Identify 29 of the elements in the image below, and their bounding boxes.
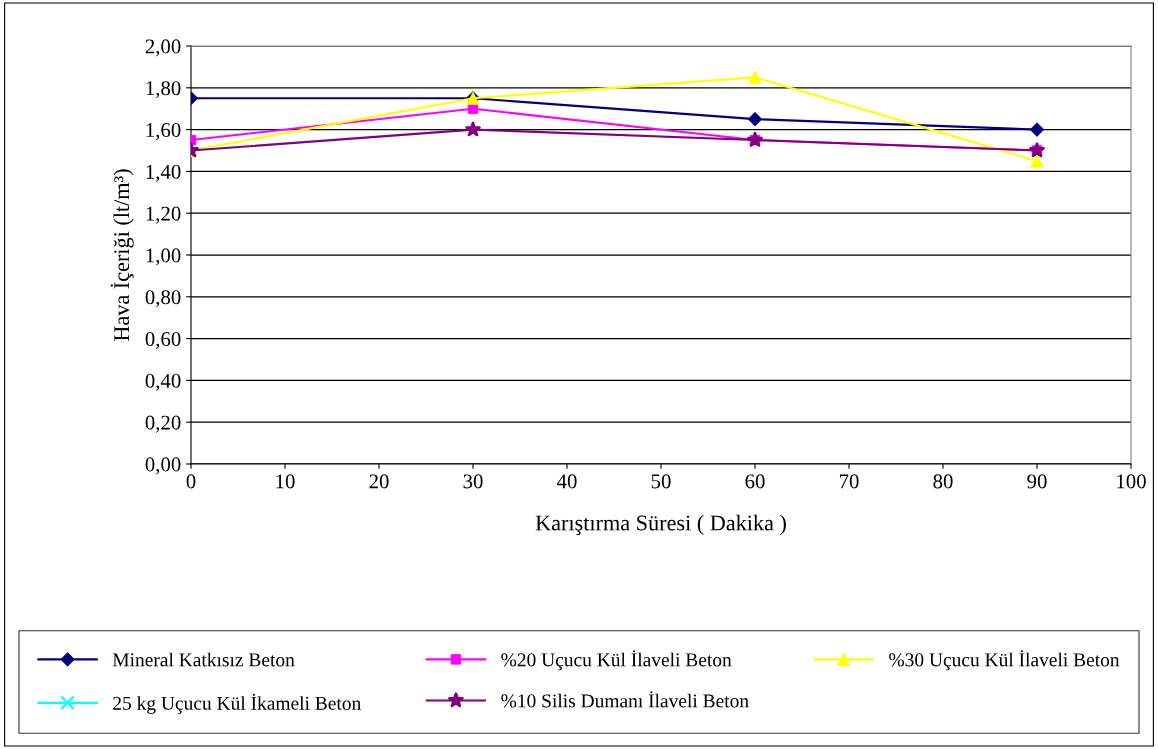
y-tick-label: 0,40 (145, 373, 181, 391)
y-tick-label: 1,20 (146, 206, 181, 224)
x-tick-label: 30 (463, 474, 483, 489)
x-tick-label: 90 (1027, 474, 1047, 489)
legend-label: 25 kg Uçucu Kül İkameli Beton (113, 693, 361, 714)
y-tick-label: 1,80 (146, 81, 181, 99)
y-tick-label: 1,60 (146, 122, 181, 141)
y-tick-label: 0,20 (145, 415, 181, 433)
y-tick-label: 0,80 (145, 290, 181, 308)
y-tick-label: 1,00 (146, 248, 181, 266)
x-tick-label: 70 (839, 474, 859, 489)
x-tick-label: 100 (1117, 474, 1146, 489)
y-tick-label: 0,00 (145, 457, 181, 475)
legend-label: %20 Uçucu Kül İlaveli Beton (501, 650, 732, 671)
y-tick-label: 2,00 (145, 39, 181, 57)
x-axis-title: Karıştırma Süresi ( Dakika ) (535, 514, 786, 535)
x-tick-label: 40 (556, 474, 577, 489)
x-tick-label: 20 (369, 474, 389, 489)
x-tick-label: 50 (651, 474, 671, 489)
y-axis-title: Hava İçeriği (lt/m³) (110, 169, 134, 341)
x-tick-label: 10 (276, 474, 295, 489)
legend-label: %10 Silis Dumanı İlaveli Beton (501, 691, 749, 708)
x-tick-label: 0 (186, 474, 196, 489)
x-tick-label: 80 (933, 474, 953, 489)
legend-label: %30 Uçucu Kül İlaveli Beton (889, 650, 1120, 671)
legend-label: Mineral Katkısız Beton (112, 652, 295, 667)
y-tick-label: 0,60 (145, 331, 181, 350)
y-tick-label: 1,40 (146, 164, 181, 182)
x-tick-label: 60 (745, 474, 765, 489)
